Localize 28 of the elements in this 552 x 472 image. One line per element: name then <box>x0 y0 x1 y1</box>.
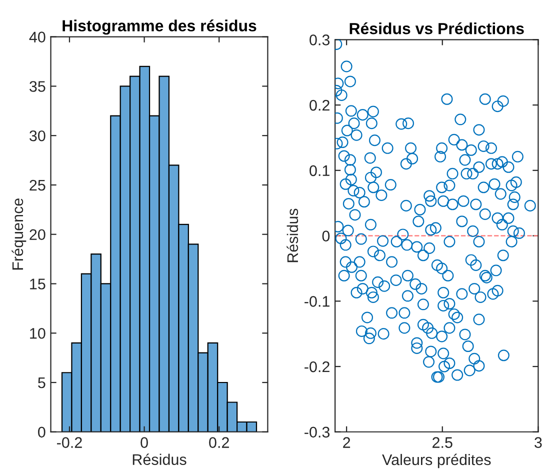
y-axis-title: Fréquence <box>12 198 26 270</box>
y-tick-label: -0.1 <box>304 296 330 307</box>
y-tick-label: 30 <box>30 130 46 142</box>
y-tick-label: 0.3 <box>310 34 330 46</box>
x-tick-label: 0.2 <box>209 437 229 448</box>
y-tick-label: 35 <box>30 81 46 92</box>
chart-title: Résidus vs Prédictions <box>350 22 524 34</box>
y-tick-label: -0.3 <box>304 426 330 438</box>
x-tick-label: 0 <box>140 437 148 448</box>
y-tick-label: 0 <box>38 426 46 438</box>
y-tick-label: 0 <box>322 230 330 242</box>
y-tick-label: 25 <box>30 180 46 191</box>
y-tick-label: 20 <box>30 229 46 240</box>
x-axis-title: Résidus <box>132 454 186 465</box>
chart-title: Histogramme des résidus <box>62 20 256 35</box>
y-axis-title: Résidus <box>286 208 298 262</box>
x-tick-label: -0.2 <box>57 437 82 448</box>
y-tick-label: 5 <box>38 378 46 388</box>
x-axis-title: Valeurs prédites <box>382 454 491 468</box>
y-tick-label: 15 <box>30 278 46 290</box>
y-tick-label: 0.2 <box>310 100 330 111</box>
y-tick-label: 0.1 <box>310 165 330 176</box>
x-tick-label: 2 <box>343 437 350 448</box>
x-tick-label: 3 <box>534 437 542 448</box>
y-tick-label: 10 <box>30 328 46 339</box>
y-tick-label: -0.2 <box>304 361 330 372</box>
y-tick-label: 40 <box>29 32 46 42</box>
x-tick-label: 2.5 <box>432 437 452 448</box>
